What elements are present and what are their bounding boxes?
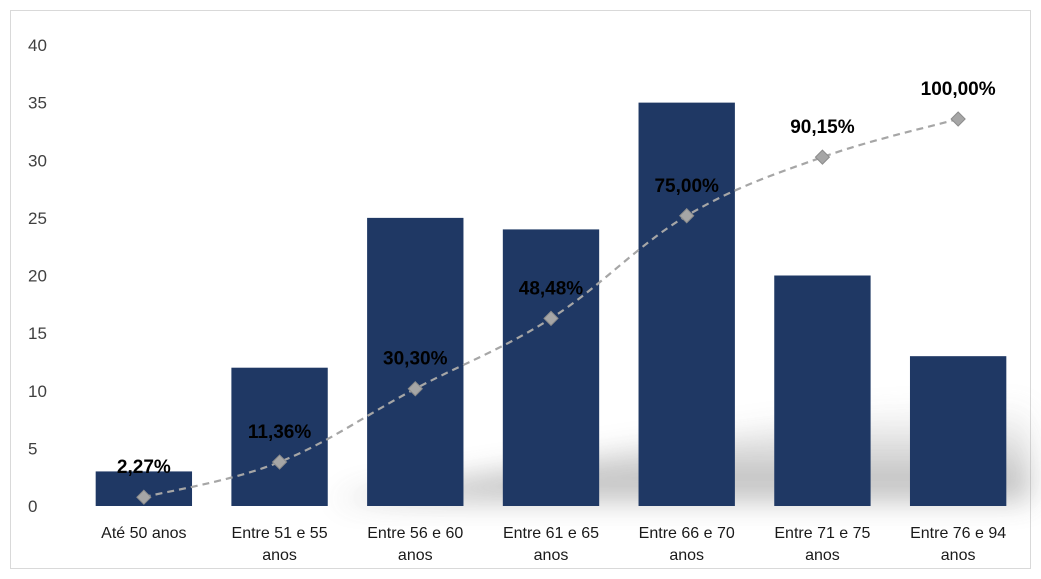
cumulative-marker (543, 310, 559, 327)
cumulative-percent-label: 11,36% (248, 422, 311, 443)
y-tick-label: 30 (28, 151, 47, 170)
cumulative-marker (407, 381, 423, 397)
cumulative-percent-label: 30,30% (383, 349, 448, 370)
cumulative-marker (271, 454, 288, 470)
y-tick-label: 35 (28, 94, 47, 113)
cumulative-line-series (136, 111, 966, 505)
bar (367, 217, 464, 506)
y-tick-label: 10 (28, 382, 47, 401)
cumulative-percent-label: 2,27% (117, 457, 171, 478)
cumulative-marker (814, 149, 831, 165)
bar (502, 229, 600, 506)
x-category-label: Entre 76 e 94 anos (910, 525, 1006, 564)
y-tick-label: 20 (28, 267, 47, 286)
x-category-label: Entre 51 e 55 anos (232, 525, 328, 564)
cumulative-marker (950, 111, 966, 127)
x-category-label: Até 50 anos (101, 525, 186, 542)
y-tick-label: 40 (28, 36, 47, 55)
x-category-label: Entre 71 e 75 anos (774, 525, 870, 564)
x-axis: Até 50 anos Entre 51 e 55 anos Entre 56 e 6… (101, 525, 1006, 564)
bar (909, 356, 1007, 506)
cumulative-percent-label: 48,48% (519, 278, 584, 299)
y-axis: 0 5 10 15 20 25 30 35 40 (28, 36, 47, 516)
bar-series (95, 102, 1007, 506)
bar (638, 102, 735, 506)
bar (774, 275, 871, 506)
cumulative-labels: 2,27% 11,36% 30,30% 48,48% 75,00% 90,15% 100,0… (117, 79, 996, 478)
x-category-label: Entre 56 e 60 anos (367, 525, 463, 564)
y-tick-label: 25 (28, 209, 47, 228)
y-tick-label: 5 (28, 439, 37, 458)
cumulative-percent-label: 90,15% (790, 117, 855, 138)
cumulative-marker (679, 208, 695, 224)
y-tick-label: 0 (28, 497, 37, 516)
cumulative-marker (136, 489, 152, 505)
cumulative-percent-label: 75,00% (654, 176, 719, 197)
x-category-label: Entre 66 e 70 anos (639, 525, 735, 564)
bar (231, 367, 328, 506)
y-tick-label: 15 (28, 324, 47, 343)
x-category-label: Entre 61 e 65 anos (503, 525, 599, 564)
cumulative-percent-label: 100,00% (921, 79, 996, 100)
